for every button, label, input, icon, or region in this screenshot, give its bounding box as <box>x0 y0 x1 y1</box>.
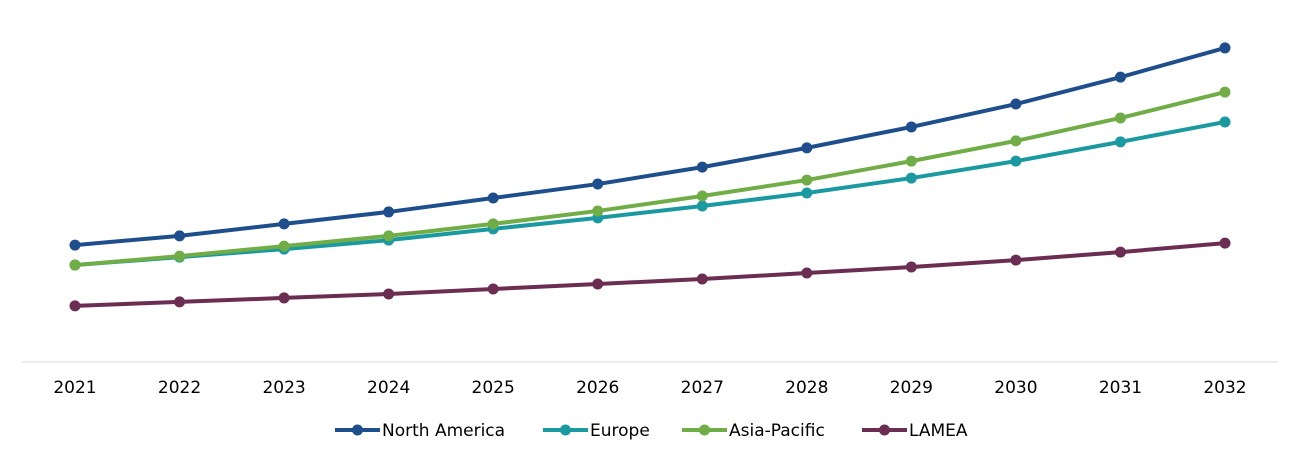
data-point <box>487 192 499 204</box>
data-point <box>801 187 813 199</box>
x-tick-label: 2031 <box>1099 378 1142 398</box>
data-point <box>1219 42 1231 54</box>
data-point <box>1010 98 1022 110</box>
data-point <box>383 206 395 218</box>
series-line <box>74 90 1226 268</box>
legend-marker <box>352 424 363 436</box>
data-point <box>592 278 604 290</box>
series-line <box>74 241 1226 308</box>
x-tick-label: 2026 <box>576 378 619 398</box>
data-point <box>174 230 186 242</box>
legend-marker <box>879 424 890 436</box>
data-point <box>174 250 186 262</box>
data-point <box>487 283 499 295</box>
x-tick-label: 2021 <box>53 378 96 398</box>
x-tick-label: 2030 <box>994 378 1037 398</box>
legend-label: Asia-Pacific <box>729 421 825 441</box>
data-point <box>801 174 813 186</box>
data-point <box>801 142 813 154</box>
legend-marker <box>699 424 710 436</box>
data-point <box>801 267 813 279</box>
data-point <box>487 218 499 230</box>
data-point <box>383 230 395 242</box>
x-tick-label: 2029 <box>890 378 933 398</box>
data-point <box>905 121 917 133</box>
data-point <box>592 205 604 217</box>
data-point <box>1114 246 1126 258</box>
data-point <box>174 296 186 308</box>
data-point <box>69 239 81 251</box>
x-tick-label: 2027 <box>681 378 724 398</box>
series-line <box>74 119 1226 268</box>
data-point <box>1219 86 1231 98</box>
data-point <box>1219 116 1231 128</box>
data-point <box>1114 136 1126 148</box>
legend-marker <box>560 424 571 436</box>
data-point <box>1010 155 1022 167</box>
data-point <box>1114 112 1126 124</box>
data-point <box>278 240 290 252</box>
x-tick-label: 2023 <box>262 378 305 398</box>
data-point <box>1114 71 1126 83</box>
data-point <box>905 172 917 184</box>
data-point <box>383 288 395 300</box>
data-point <box>278 218 290 230</box>
data-point <box>69 300 81 312</box>
legend-label: Europe <box>590 421 650 441</box>
data-point <box>278 292 290 304</box>
data-point <box>696 200 708 212</box>
data-point <box>905 155 917 167</box>
data-point <box>696 273 708 285</box>
x-tick-label: 2022 <box>158 378 201 398</box>
legend-label: North America <box>382 421 505 441</box>
data-point <box>696 190 708 202</box>
legend-label: LAMEA <box>909 421 968 441</box>
x-tick-label: 2028 <box>785 378 828 398</box>
data-point <box>905 261 917 273</box>
x-tick-label: 2032 <box>1203 378 1246 398</box>
data-point <box>1010 254 1022 266</box>
x-tick-label: 2024 <box>367 378 410 398</box>
data-point <box>696 161 708 173</box>
data-point <box>1010 135 1022 147</box>
x-tick-label: 2025 <box>472 378 515 398</box>
data-point <box>1219 237 1231 249</box>
data-point <box>592 178 604 190</box>
series-line <box>74 46 1226 248</box>
data-point <box>69 259 81 271</box>
